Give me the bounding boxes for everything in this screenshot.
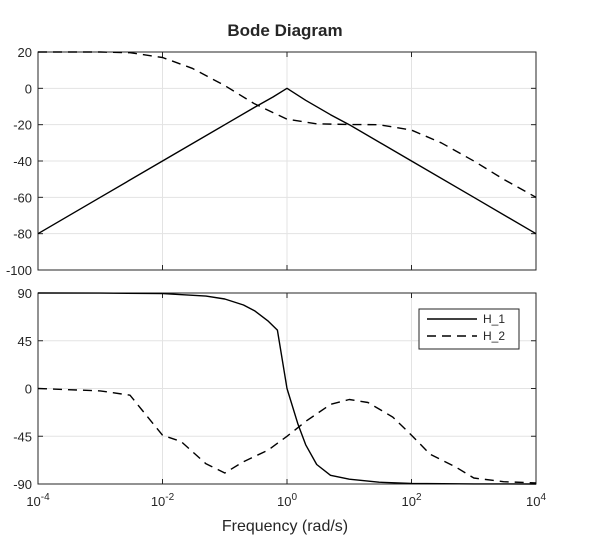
x-tick-label-base: 10 [151,494,165,509]
x-tick-label: 102 [401,492,421,509]
mag-y-tick-label: 20 [18,45,32,60]
mag-y-tick-label: -20 [13,118,32,133]
mag-series-line-1 [37,87,537,235]
x-tick-label-exponent: -4 [41,492,50,503]
phase-y-tick-label: 45 [18,334,32,349]
mag-y-tick-label: -100 [6,263,32,278]
mag-y-tick-label: 0 [25,81,32,96]
mag-y-tick-label: -40 [13,154,32,169]
x-tick-label-base: 10 [26,494,40,509]
mag-y-tick-label: -60 [13,190,32,205]
legend-box [418,308,520,350]
chart-title: Bode Diagram [227,21,342,40]
x-tick-label-exponent: 0 [291,492,297,503]
x-axis-label: Frequency (rad/s) [222,518,348,535]
x-tick-label: 10-2 [151,492,175,509]
legend-label-1: H_1 [483,312,505,326]
x-tick-label: 100 [277,492,297,509]
x-tick-label-base: 10 [526,494,540,509]
phase-y-tick-label: -90 [13,477,32,492]
x-tick-label-base: 10 [401,494,415,509]
phase-series-line-1 [37,292,537,485]
mag-y-tick-label: -80 [13,227,32,242]
x-tick-label-exponent: -2 [165,492,174,503]
phase-y-tick-label: -45 [13,429,32,444]
x-tick-label: 10-4 [26,492,50,509]
phase-y-tick-label: 90 [18,286,32,301]
x-tick-label-exponent: 4 [540,492,546,503]
legend-label-2: H_2 [483,329,505,343]
x-tick-label-base: 10 [277,494,291,509]
x-tick-label: 104 [526,492,546,509]
x-tick-label-exponent: 2 [416,492,422,503]
magnitude-plot: 20 0 -20 -40 -60 -80 -100 [6,45,537,278]
legend: H_1H_2 [418,308,520,350]
phase-series-line-2 [37,387,537,484]
mag-series-line-2 [38,51,537,198]
phase-y-tick-label: 0 [25,382,32,397]
